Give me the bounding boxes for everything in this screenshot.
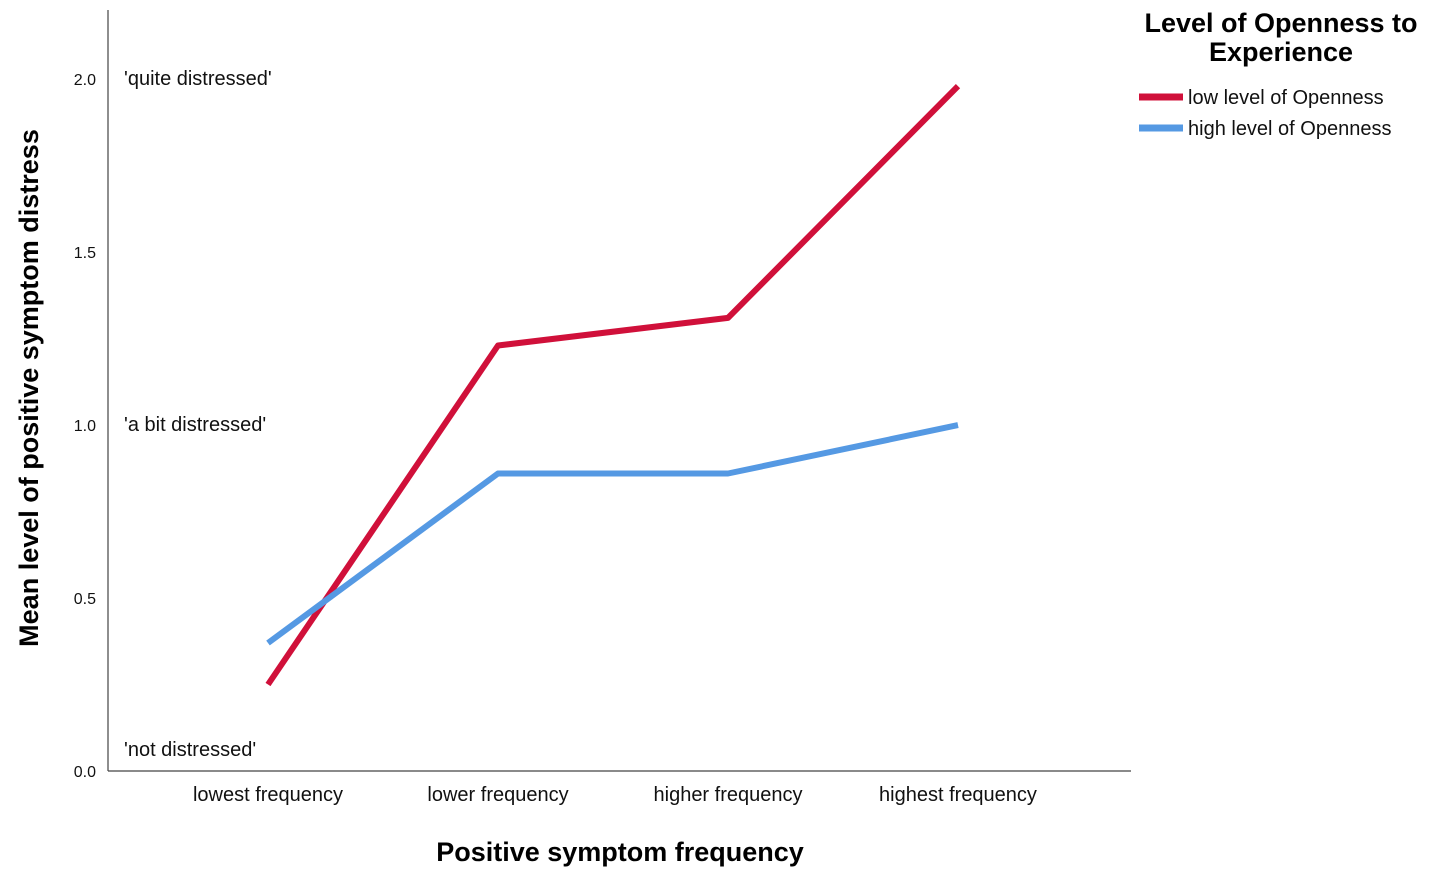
legend: Level of Openness to Experience low leve… <box>1139 8 1418 140</box>
legend-label: high level of Openness <box>1188 118 1391 140</box>
y-annotation: 'not distressed' <box>124 739 256 761</box>
series-lines <box>265 83 961 687</box>
y-annotation: 'a bit distressed' <box>124 414 266 436</box>
legend-label: low level of Openness <box>1188 87 1384 109</box>
y-axis-title: Mean level of positive symptom distress <box>14 129 44 647</box>
annotations: 'quite distressed' 'a bit distressed' 'not… <box>124 68 272 761</box>
x-tick-label: lowest frequency <box>193 784 343 806</box>
x-tick-labels: lowest frequency lower frequency higher fr… <box>193 784 1037 806</box>
x-tick-label: lower frequency <box>427 784 568 806</box>
legend-title-line-1: Level of Openness to <box>1144 8 1417 38</box>
series-line-low-openness <box>265 83 961 687</box>
x-tick-label: higher frequency <box>654 784 803 806</box>
legend-title-line-2: Experience <box>1209 37 1353 67</box>
legend-items: low level of Openness high level of Openn… <box>1139 87 1391 140</box>
x-tick-label: highest frequency <box>879 784 1037 806</box>
y-tick-label: 1.5 <box>74 245 96 262</box>
y-tick-label: 2.0 <box>74 72 96 89</box>
y-tick-label: 0.0 <box>74 764 96 781</box>
series-line-high-openness <box>266 422 959 646</box>
y-annotation: 'quite distressed' <box>124 68 272 90</box>
y-tick-label: 1.0 <box>74 418 96 435</box>
y-tick-label: 0.5 <box>74 591 96 608</box>
y-tick-labels: 0.0 0.5 1.0 1.5 2.0 <box>74 72 96 781</box>
axes <box>107 10 1131 772</box>
x-axis-title: Positive symptom frequency <box>436 837 804 867</box>
